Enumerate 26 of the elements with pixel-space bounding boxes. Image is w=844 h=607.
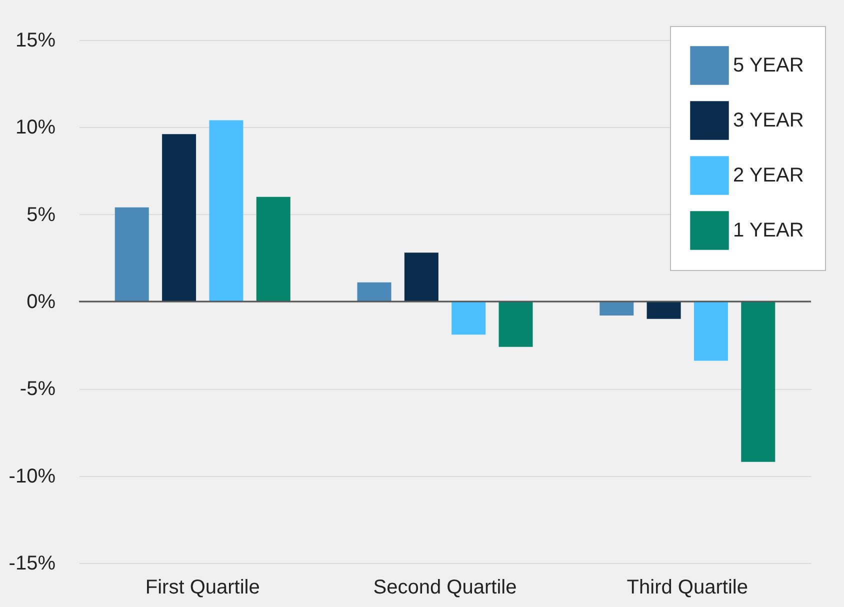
y-tick-label: -15% (8, 552, 56, 574)
bar (209, 120, 244, 302)
y-tick-label: -10% (8, 465, 56, 488)
bar (114, 207, 149, 302)
bar (256, 196, 290, 302)
bar (600, 302, 634, 316)
legend-label: 2 YEAR (733, 164, 804, 186)
bar (404, 252, 438, 302)
x-tick-label: First Quartile (145, 576, 260, 598)
y-tick-label: 10% (15, 116, 56, 139)
x-tick-label: Third Quartile (626, 576, 748, 598)
bar (162, 134, 196, 302)
bar (357, 282, 392, 302)
bar (694, 302, 728, 361)
legend-label: 1 YEAR (733, 220, 804, 242)
y-tick-label: 5% (26, 204, 56, 226)
y-tick-label: -5% (20, 378, 56, 400)
y-tick-label: 15% (15, 30, 56, 52)
bar (498, 302, 533, 347)
bar (646, 302, 681, 319)
bar (452, 302, 486, 335)
x-tick-label: Second Quartile (373, 576, 517, 598)
legend-label: 5 YEAR (733, 54, 804, 76)
legend-label: 3 YEAR (733, 110, 804, 132)
bar (741, 302, 776, 462)
y-tick-label: 0% (26, 291, 56, 313)
